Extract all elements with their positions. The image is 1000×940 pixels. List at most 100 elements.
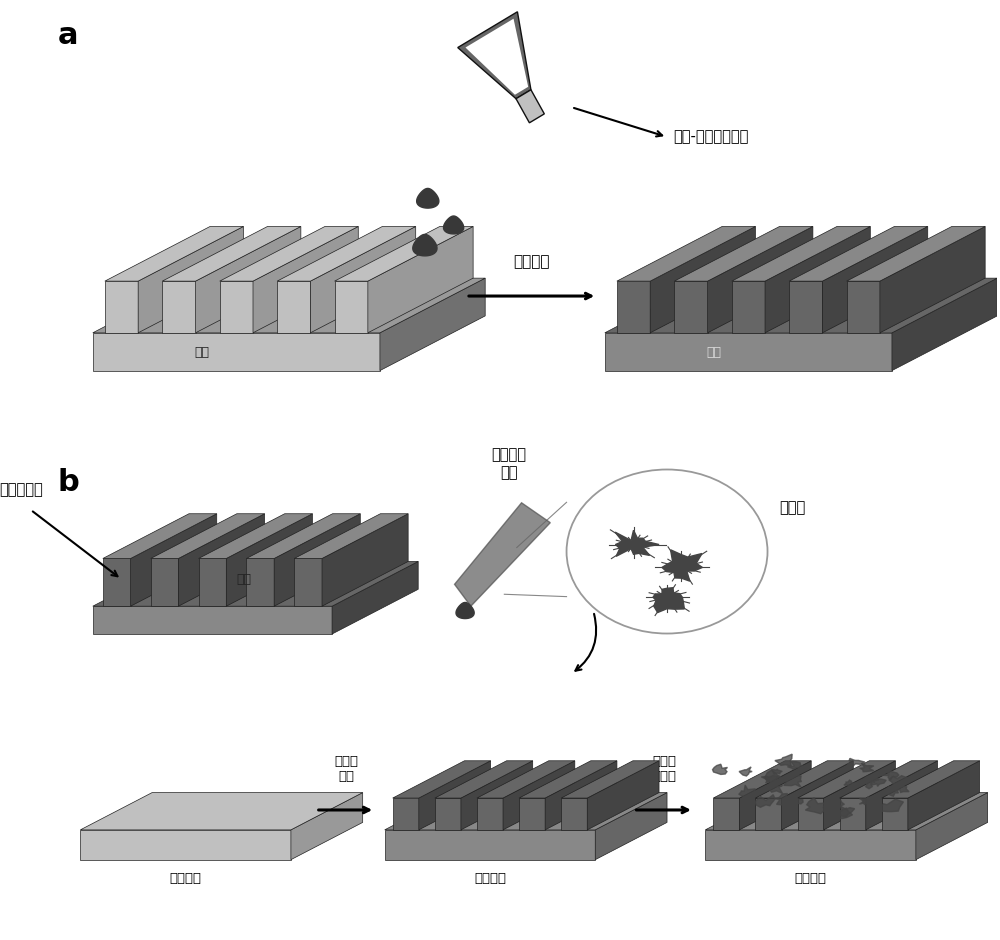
Polygon shape (916, 792, 988, 860)
Text: b: b (57, 468, 79, 497)
Ellipse shape (567, 469, 768, 634)
Polygon shape (805, 798, 828, 814)
Polygon shape (587, 760, 659, 830)
Text: 旋涂修饰: 旋涂修饰 (513, 254, 549, 269)
Polygon shape (908, 760, 980, 830)
Polygon shape (417, 188, 439, 208)
Polygon shape (246, 558, 274, 606)
Polygon shape (708, 227, 813, 333)
Polygon shape (138, 227, 243, 333)
Polygon shape (335, 281, 368, 333)
Polygon shape (879, 772, 899, 780)
Text: 富血小板
血浆: 富血小板 血浆 (492, 447, 527, 480)
Polygon shape (605, 333, 892, 370)
Polygon shape (617, 227, 755, 281)
Polygon shape (274, 514, 360, 606)
Polygon shape (870, 779, 886, 787)
Polygon shape (380, 278, 485, 370)
Polygon shape (419, 760, 491, 830)
Polygon shape (882, 760, 980, 798)
Polygon shape (787, 761, 805, 770)
Polygon shape (103, 558, 131, 606)
Polygon shape (332, 561, 418, 634)
Polygon shape (151, 514, 265, 558)
Polygon shape (739, 785, 755, 797)
Polygon shape (226, 514, 312, 606)
Polygon shape (836, 806, 855, 817)
Polygon shape (705, 792, 988, 830)
Polygon shape (705, 830, 916, 860)
Polygon shape (595, 792, 667, 860)
Polygon shape (162, 227, 301, 281)
Polygon shape (455, 503, 550, 606)
Polygon shape (775, 754, 792, 766)
Text: 血小板: 血小板 (779, 500, 805, 515)
Polygon shape (826, 798, 844, 808)
Polygon shape (385, 830, 595, 860)
Polygon shape (824, 760, 895, 830)
Polygon shape (413, 234, 437, 256)
Polygon shape (830, 806, 853, 819)
Polygon shape (775, 793, 794, 805)
Polygon shape (519, 798, 545, 830)
Polygon shape (220, 281, 253, 333)
Polygon shape (162, 281, 196, 333)
Polygon shape (840, 760, 938, 798)
Polygon shape (93, 561, 418, 606)
Text: 印章: 印章 (706, 346, 721, 359)
Text: 多酚-金属离子溶液: 多酚-金属离子溶液 (674, 130, 749, 145)
Polygon shape (103, 514, 217, 558)
Polygon shape (822, 227, 928, 333)
Polygon shape (310, 227, 416, 333)
Polygon shape (617, 281, 650, 333)
Polygon shape (105, 281, 138, 333)
Polygon shape (246, 514, 360, 558)
Polygon shape (456, 603, 474, 619)
Polygon shape (755, 760, 853, 798)
Polygon shape (755, 794, 775, 807)
Polygon shape (866, 760, 938, 830)
Polygon shape (519, 760, 617, 798)
Polygon shape (713, 760, 811, 798)
Polygon shape (196, 227, 301, 333)
Polygon shape (761, 776, 779, 786)
Polygon shape (755, 798, 782, 830)
Polygon shape (561, 760, 659, 798)
Polygon shape (739, 760, 811, 830)
Polygon shape (880, 227, 985, 333)
Polygon shape (277, 281, 310, 333)
Polygon shape (765, 227, 870, 333)
Polygon shape (458, 12, 531, 99)
Polygon shape (435, 760, 533, 798)
Polygon shape (368, 227, 473, 333)
Polygon shape (335, 227, 473, 281)
Polygon shape (860, 763, 874, 772)
Polygon shape (784, 776, 801, 787)
Polygon shape (886, 787, 898, 796)
Polygon shape (732, 281, 765, 333)
Polygon shape (615, 530, 659, 556)
Text: 印章: 印章 (236, 572, 251, 586)
Text: a: a (57, 21, 78, 50)
Polygon shape (435, 798, 461, 830)
Polygon shape (199, 558, 226, 606)
Polygon shape (653, 588, 684, 613)
Polygon shape (277, 227, 416, 281)
Polygon shape (516, 89, 544, 123)
Polygon shape (220, 227, 358, 281)
Polygon shape (847, 281, 880, 333)
Polygon shape (798, 798, 824, 830)
Polygon shape (503, 760, 575, 830)
Polygon shape (662, 550, 702, 581)
Polygon shape (385, 792, 667, 830)
Polygon shape (787, 796, 803, 806)
Polygon shape (178, 514, 265, 606)
Polygon shape (93, 606, 332, 634)
Polygon shape (151, 558, 178, 606)
Polygon shape (847, 759, 865, 765)
Polygon shape (650, 227, 755, 333)
Polygon shape (789, 227, 928, 281)
Polygon shape (93, 333, 380, 370)
Polygon shape (80, 792, 363, 830)
Polygon shape (444, 216, 464, 234)
